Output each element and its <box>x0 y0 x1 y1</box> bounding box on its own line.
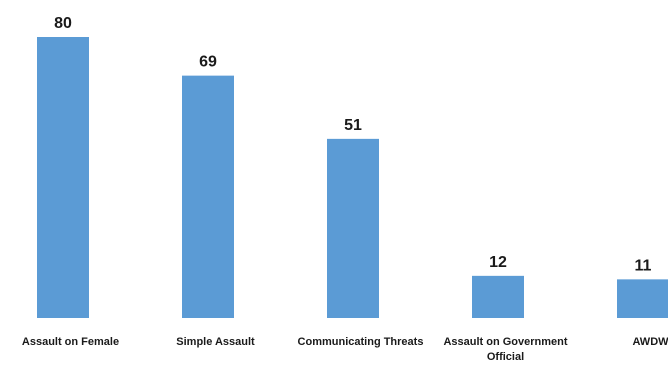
data-label-1: 80 <box>54 15 72 32</box>
category-label-4: Assault on Government Official <box>443 336 567 363</box>
category-labels-layer: Assault on Female Simple Assault Communica… <box>22 336 668 363</box>
data-label-2: 69 <box>199 54 217 71</box>
bar-3 <box>327 138 379 318</box>
bar-5 <box>617 279 668 318</box>
bars-layer <box>37 37 668 318</box>
category-label-3: Communicating Threats <box>298 336 424 348</box>
data-label-3: 51 <box>344 117 362 134</box>
category-label-1: Assault on Female <box>22 336 119 348</box>
category-label-5: AWDW <box>632 336 668 348</box>
category-label-2: Simple Assault <box>176 336 255 348</box>
bar-1 <box>37 37 89 318</box>
data-label-4: 12 <box>489 254 507 271</box>
data-label-5: 11 <box>635 257 652 274</box>
bar-4 <box>472 275 524 318</box>
bar-2 <box>182 75 234 318</box>
value-labels-layer: 80 69 51 12 11 <box>54 15 651 274</box>
